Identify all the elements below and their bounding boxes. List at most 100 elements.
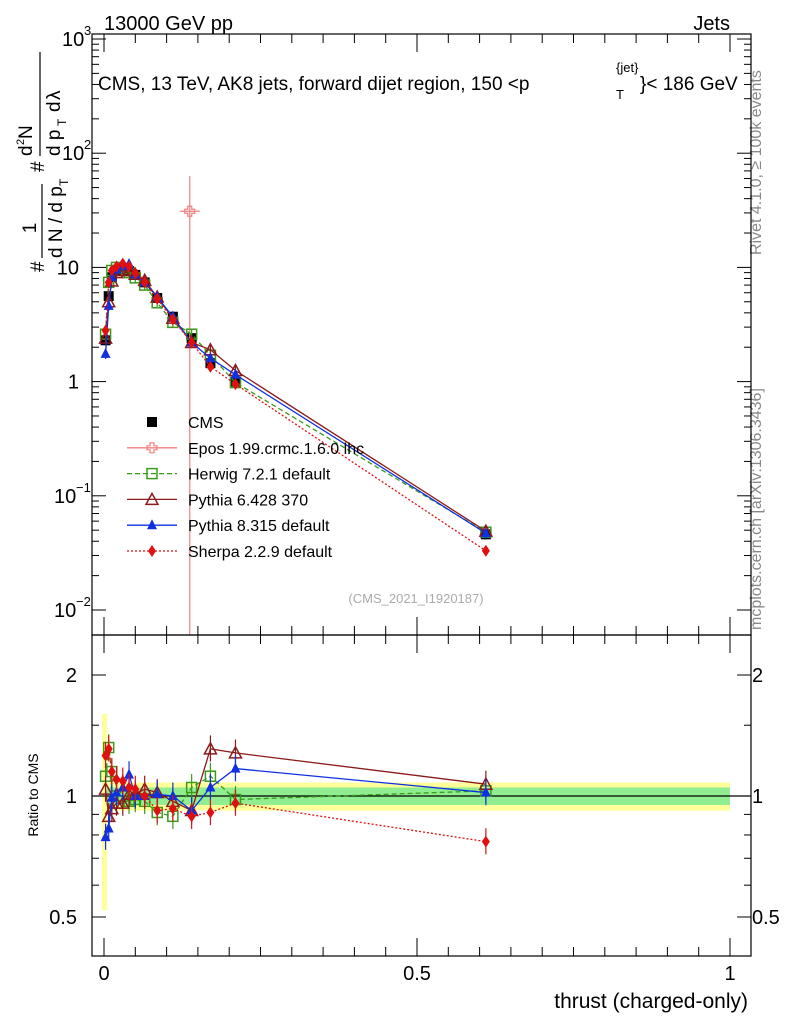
svg-text:10: 10 bbox=[54, 486, 76, 508]
ratio-point bbox=[115, 795, 131, 809]
ratio-series-herwig bbox=[99, 734, 492, 830]
ratio-point bbox=[106, 791, 117, 802]
svg-text:10: 10 bbox=[62, 29, 84, 51]
data-point bbox=[206, 360, 215, 373]
bottom-ylabel: Ratio to CMS bbox=[25, 753, 41, 836]
ratio-point bbox=[205, 781, 216, 792]
header-left: 13000 GeV pp bbox=[104, 13, 233, 35]
svg-text:N: N bbox=[16, 125, 37, 139]
ratio-point bbox=[103, 822, 114, 833]
ratio-point bbox=[107, 765, 116, 778]
ratio-panel: 0.5 0.5 1 1 2 2 0 0.5 1 bbox=[49, 634, 780, 985]
rivet-label: Rivet 4.1.0, ≥ 100k events bbox=[748, 70, 765, 255]
ratio-series-sherpa bbox=[101, 735, 490, 855]
legend-entry: Herwig 7.2.1 default bbox=[127, 467, 331, 484]
ratio-point bbox=[168, 802, 177, 815]
data-point bbox=[125, 260, 134, 273]
legend-entry: Pythia 8.315 default bbox=[127, 518, 330, 535]
title-part-1: CMS, 13 TeV, AK8 jets, forward dijet reg… bbox=[98, 74, 529, 95]
svg-text:1: 1 bbox=[20, 223, 41, 234]
top-ytick-label: 10 3 bbox=[62, 23, 91, 51]
ratio-point bbox=[112, 773, 121, 786]
legend: CMS Epos 1.99.crmc.1.6.0 lhc Herwig 7.2.1 … bbox=[127, 415, 364, 561]
ratio-ytick-label-right: 1 bbox=[752, 786, 763, 808]
ratio-point bbox=[167, 790, 178, 800]
legend-entry: CMS bbox=[147, 415, 224, 432]
ratio-point bbox=[230, 762, 241, 773]
data-point bbox=[104, 276, 113, 289]
mcplots-label: mcplots.cern.ch [arXiv:1306.3436] bbox=[748, 388, 765, 630]
svg-text:T: T bbox=[57, 178, 71, 186]
data-point bbox=[118, 257, 127, 270]
data-point bbox=[230, 368, 241, 379]
ratio-point bbox=[152, 788, 163, 799]
top-ytick-label: 10 −1 bbox=[54, 480, 91, 508]
ratio-point bbox=[100, 831, 111, 842]
svg-text:2: 2 bbox=[84, 137, 91, 152]
x-axis-label: thrust (charged-only) bbox=[554, 990, 748, 1013]
ratio-point bbox=[481, 835, 490, 848]
plot-title: CMS, 13 TeV, AK8 jets, forward dijet reg… bbox=[98, 60, 738, 102]
data-point bbox=[131, 267, 140, 280]
legend-label: Herwig 7.2.1 default bbox=[188, 467, 331, 484]
watermark: (CMS_2021_I1920187) bbox=[348, 591, 483, 606]
ratio-point bbox=[118, 774, 127, 787]
header-right: Jets bbox=[693, 13, 730, 35]
data-point bbox=[187, 336, 196, 349]
title-part-2: }< 186 GeV bbox=[640, 74, 738, 95]
ratio-point bbox=[185, 781, 198, 794]
svg-text:10: 10 bbox=[62, 143, 84, 165]
uncertainty-band-first-bin bbox=[102, 713, 107, 911]
series-epos bbox=[179, 176, 200, 635]
svg-text:d N / d p: d N / d p bbox=[46, 186, 67, 258]
legend-entry: Sherpa 2.2.9 default bbox=[127, 544, 333, 561]
svg-text:#: # bbox=[28, 261, 49, 272]
svg-text:#: # bbox=[28, 161, 49, 172]
top-series-group bbox=[98, 176, 494, 635]
svg-text:d: d bbox=[44, 101, 65, 112]
legend-label: CMS bbox=[188, 415, 224, 432]
top-ytick-label: 10 2 bbox=[62, 137, 91, 165]
svg-text:T: T bbox=[55, 118, 69, 126]
ratio-point bbox=[153, 804, 162, 817]
svg-text:−1: −1 bbox=[76, 480, 91, 495]
data-point bbox=[480, 527, 491, 538]
legend-entry: Epos 1.99.crmc.1.6.0 lhc bbox=[127, 441, 364, 458]
ratio-ytick-label-right: 2 bbox=[752, 665, 763, 687]
svg-text:d: d bbox=[16, 145, 37, 156]
data-point bbox=[100, 347, 111, 358]
ratio-ytick-label: 1 bbox=[66, 786, 77, 808]
ratio-point bbox=[480, 786, 491, 797]
svg-text:λ: λ bbox=[44, 90, 65, 100]
ratio-point bbox=[206, 806, 215, 819]
data-point bbox=[205, 352, 216, 363]
title-sup-jet: {jet} bbox=[616, 60, 639, 75]
legend-label: Pythia 6.428 370 bbox=[188, 492, 308, 509]
ratio-point bbox=[131, 783, 140, 796]
ratio-point bbox=[187, 810, 196, 823]
top-ytick-label: 10 −2 bbox=[54, 594, 91, 622]
title-sub-t: T bbox=[616, 87, 624, 102]
legend-marker bbox=[147, 417, 157, 427]
data-point bbox=[184, 205, 196, 217]
data-point bbox=[101, 324, 110, 337]
svg-text:2: 2 bbox=[15, 139, 27, 145]
legend-marker bbox=[144, 491, 160, 506]
legend-marker bbox=[148, 545, 156, 557]
series-sherpa bbox=[101, 257, 490, 557]
top-ytick-label: 1 bbox=[68, 372, 79, 394]
svg-text:10: 10 bbox=[54, 600, 76, 622]
ratio-series-pythia bbox=[98, 735, 494, 830]
svg-text:d p: d p bbox=[44, 130, 65, 156]
data-point bbox=[98, 330, 113, 344]
legend-marker bbox=[147, 519, 157, 530]
ratio-ytick-label: 0.5 bbox=[49, 907, 77, 929]
xtick-label: 0 bbox=[98, 963, 109, 985]
legend-marker bbox=[146, 442, 158, 454]
ratio-series-group bbox=[98, 734, 494, 855]
legend-label: Sherpa 2.2.9 default bbox=[188, 544, 333, 561]
top-ytick-label: 10 bbox=[57, 257, 79, 279]
data-point bbox=[140, 276, 149, 289]
